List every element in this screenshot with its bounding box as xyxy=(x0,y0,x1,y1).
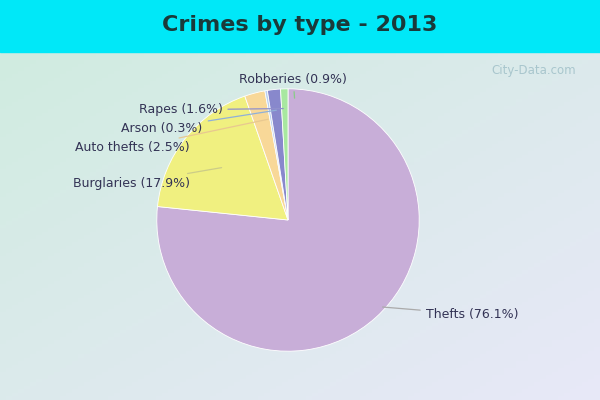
Text: Rapes (1.6%): Rapes (1.6%) xyxy=(139,103,283,116)
Text: Auto thefts (2.5%): Auto thefts (2.5%) xyxy=(75,119,268,154)
Text: Robberies (0.9%): Robberies (0.9%) xyxy=(239,73,347,98)
Bar xyxy=(0,50,600,52)
Text: Crimes by type - 2013: Crimes by type - 2013 xyxy=(163,15,437,35)
Wedge shape xyxy=(281,89,288,220)
Wedge shape xyxy=(157,96,288,220)
Text: Thefts (76.1%): Thefts (76.1%) xyxy=(383,307,518,321)
Text: Burglaries (17.9%): Burglaries (17.9%) xyxy=(73,168,221,190)
Wedge shape xyxy=(245,91,288,220)
Bar xyxy=(0,0,600,50)
Text: Arson (0.3%): Arson (0.3%) xyxy=(121,110,277,135)
Text: City-Data.com: City-Data.com xyxy=(491,64,576,77)
Wedge shape xyxy=(157,89,419,351)
Wedge shape xyxy=(265,90,288,220)
Wedge shape xyxy=(268,89,288,220)
